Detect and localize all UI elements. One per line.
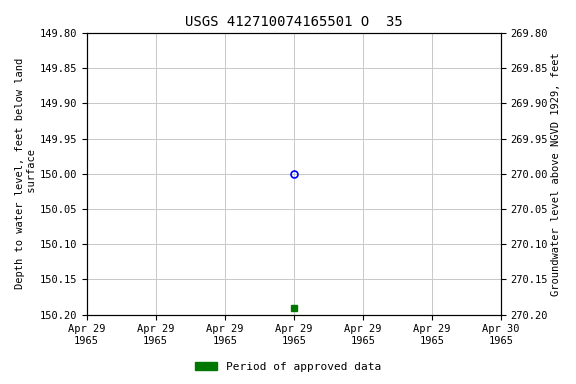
Legend: Period of approved data: Period of approved data (191, 358, 385, 377)
Y-axis label: Depth to water level, feet below land
 surface: Depth to water level, feet below land su… (15, 58, 37, 290)
Y-axis label: Groundwater level above NGVD 1929, feet: Groundwater level above NGVD 1929, feet (551, 52, 561, 296)
Title: USGS 412710074165501 O  35: USGS 412710074165501 O 35 (185, 15, 403, 29)
